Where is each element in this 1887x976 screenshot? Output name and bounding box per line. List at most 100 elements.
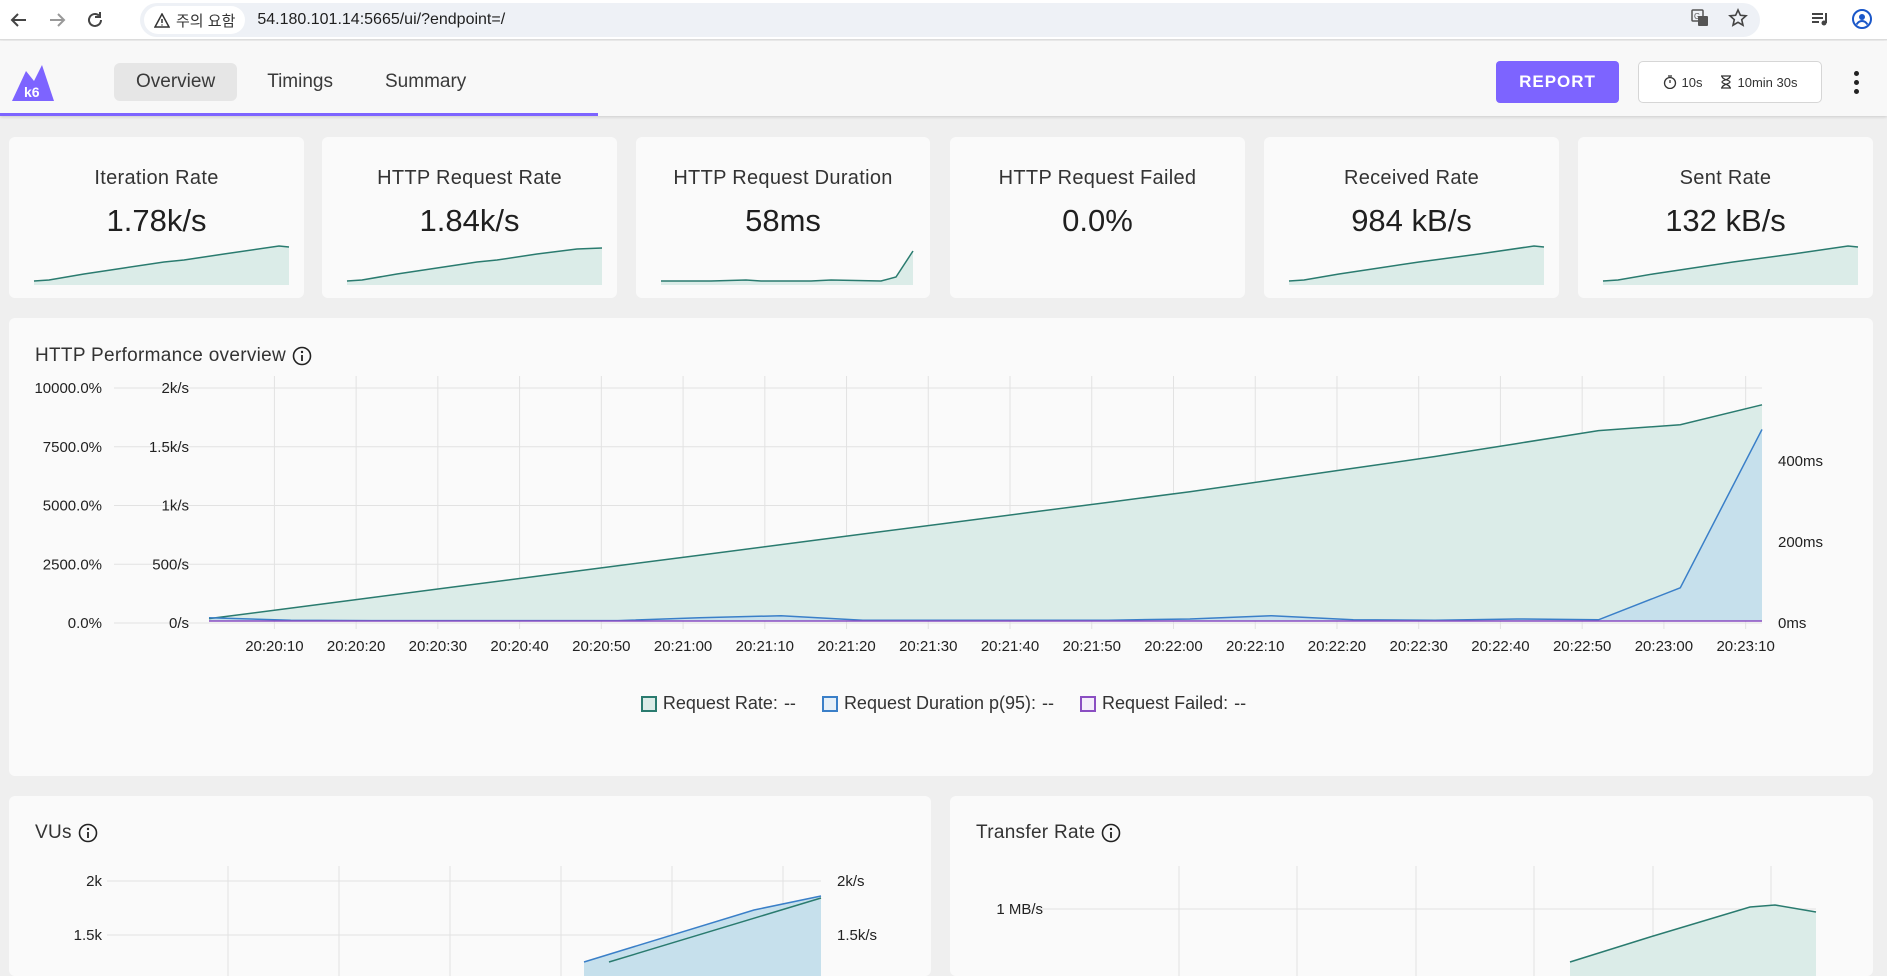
y-tick-label-failed: 0.0% (68, 615, 102, 632)
y-tick-label-duration: 200ms (1778, 534, 1823, 551)
stat-title: HTTP Request Rate (377, 167, 562, 189)
panel-title-text: VUs (35, 822, 72, 843)
x-tick-label: 20:20:20 (327, 638, 385, 655)
x-tick-label: 20:21:10 (736, 638, 794, 655)
tab-timings[interactable]: Timings (267, 71, 333, 92)
sparkline (661, 250, 914, 285)
y-tick-label: 2k/s (837, 873, 865, 890)
stat-value: 1.84k/s (419, 203, 520, 238)
http-performance-chart: 0.0% 2500.0% 5000.0% 7500.0% 10000.0% 0/s 500/… (34, 376, 1823, 655)
y-tick-label-failed: 2500.0% (43, 556, 102, 573)
svg-text:G: G (1694, 12, 1700, 21)
more-menu-icon[interactable] (1846, 67, 1866, 97)
stat-card-received-rate: Received Rate 984 kB/s (1264, 137, 1559, 298)
x-tick-label: 20:23:10 (1716, 638, 1774, 655)
x-tick-label: 20:22:00 (1144, 638, 1202, 655)
stopwatch-icon (1663, 75, 1676, 89)
k6-logo[interactable]: k6 (10, 61, 54, 103)
panel-title: Transfer Rate (976, 822, 1121, 844)
x-tick-label: 20:20:10 (245, 638, 303, 655)
legend-request-duration[interactable]: Request Duration p(95): -- (821, 693, 1055, 714)
transfer-rate-panel: Transfer Rate 1 MB/s (950, 796, 1873, 976)
url-text[interactable]: 54.180.101.14:5665/ui/?endpoint=/ (257, 11, 506, 28)
legend-value: -- (783, 693, 796, 713)
forward-icon[interactable] (46, 9, 68, 31)
y-tick-label-failed: 7500.0% (43, 439, 102, 456)
tab-summary[interactable]: Summary (385, 71, 467, 92)
y-tick-label-duration: 0ms (1778, 615, 1806, 632)
y-tick-label-rate: 1.5k/s (149, 439, 189, 456)
legend-label: Request Rate: (662, 693, 778, 713)
translate-icon[interactable]: G (1690, 8, 1710, 28)
period-value: 10s (1681, 74, 1703, 90)
x-tick-label: 20:23:00 (1635, 638, 1693, 655)
y-tick-label-failed: 5000.0% (43, 498, 102, 515)
x-tick-label: 20:22:20 (1308, 638, 1366, 655)
stat-card-http-request-rate: HTTP Request Rate 1.84k/s (322, 137, 617, 298)
y-tick-label: 1.5k/s (837, 927, 877, 944)
x-tick-label: 20:22:50 (1553, 638, 1611, 655)
x-tick-label: 20:21:00 (654, 638, 712, 655)
legend-swatch (1080, 695, 1097, 712)
stat-title: HTTP Request Duration (673, 167, 893, 189)
reload-icon[interactable] (84, 9, 106, 31)
y-tick-label: 1.5k (74, 927, 103, 944)
app-header: k6 Overview Timings Summary REPORT 10s 1… (0, 41, 1887, 116)
info-icon[interactable] (78, 823, 98, 843)
vus-panel: VUs 2k 1.5k 2k/s 1.5k/s (9, 796, 931, 976)
media-control-icon[interactable] (1809, 8, 1831, 30)
y-tick-label-duration: 400ms (1778, 453, 1823, 470)
back-icon[interactable] (8, 9, 30, 31)
stat-title: Sent Rate (1679, 167, 1772, 189)
x-tick-label: 20:21:20 (817, 638, 875, 655)
chart-legend: Request Rate: -- Request Duration p(95):… (0, 693, 1887, 714)
tab-overview[interactable]: Overview (114, 63, 238, 101)
timer-box: 10s 10min 30s (1638, 61, 1822, 103)
request-rate-area (209, 404, 1762, 621)
x-tick-label: 20:22:10 (1226, 638, 1284, 655)
stat-value: 58ms (745, 203, 821, 238)
sparkline (1602, 245, 1859, 285)
stat-card-sent-rate: Sent Rate 132 kB/s (1578, 137, 1873, 298)
transfer-rate-chart: 1 MB/s (996, 866, 1817, 976)
stat-card-http-request-failed: HTTP Request Failed 0.0% (950, 137, 1245, 298)
bookmark-star-icon[interactable] (1728, 8, 1748, 28)
x-tick-label: 20:20:50 (572, 638, 630, 655)
progress-bar (0, 113, 598, 116)
y-tick-label-rate: 1k/s (161, 498, 189, 515)
y-tick-label-rate: 0/s (169, 615, 189, 632)
sparkline (346, 247, 603, 285)
info-icon[interactable] (1101, 823, 1121, 843)
y-tick-label-rate: 500/s (152, 556, 189, 573)
y-tick-label: 1 MB/s (996, 901, 1043, 918)
chart-series (208, 404, 1763, 622)
request-rate-line (208, 404, 1763, 620)
duration-value: 10min 30s (1737, 74, 1798, 90)
x-tick-label: 20:21:30 (899, 638, 957, 655)
vus-chart: 2k 1.5k 2k/s 1.5k/s (74, 866, 877, 976)
panel-title: VUs (35, 822, 98, 844)
security-warning-chip[interactable]: 주의 요함 (144, 6, 246, 34)
hourglass-icon (1721, 75, 1732, 89)
y-tick-label-failed: 10000.0% (34, 380, 102, 397)
logo-text: k6 (24, 84, 40, 100)
legend-label: Request Duration p(95): (843, 693, 1037, 713)
legend-request-failed[interactable]: Request Failed: -- (1080, 693, 1246, 714)
x-tick-label: 20:22:40 (1471, 638, 1529, 655)
panel-title-text: Transfer Rate (976, 822, 1096, 843)
legend-label: Request Failed: (1102, 693, 1229, 713)
legend-request-rate[interactable]: Request Rate: -- (640, 693, 796, 714)
profile-icon[interactable] (1851, 8, 1873, 30)
warning-label: 주의 요함 (176, 12, 236, 30)
address-bar[interactable]: 주의 요함 54.180.101.14:5665/ui/?endpoint=/ … (140, 3, 1760, 37)
stat-value: 1.78k/s (106, 203, 207, 238)
panel-title-text: HTTP Performance overview (35, 345, 287, 366)
legend-value: -- (1042, 693, 1055, 713)
stat-value: 132 kB/s (1665, 203, 1786, 238)
x-tick-label: 20:21:40 (981, 638, 1039, 655)
report-button[interactable]: REPORT (1496, 61, 1619, 103)
warning-icon (154, 12, 170, 28)
stat-title: Received Rate (1343, 167, 1480, 189)
x-tick-label: 20:21:50 (1063, 638, 1121, 655)
info-icon[interactable] (292, 346, 312, 366)
